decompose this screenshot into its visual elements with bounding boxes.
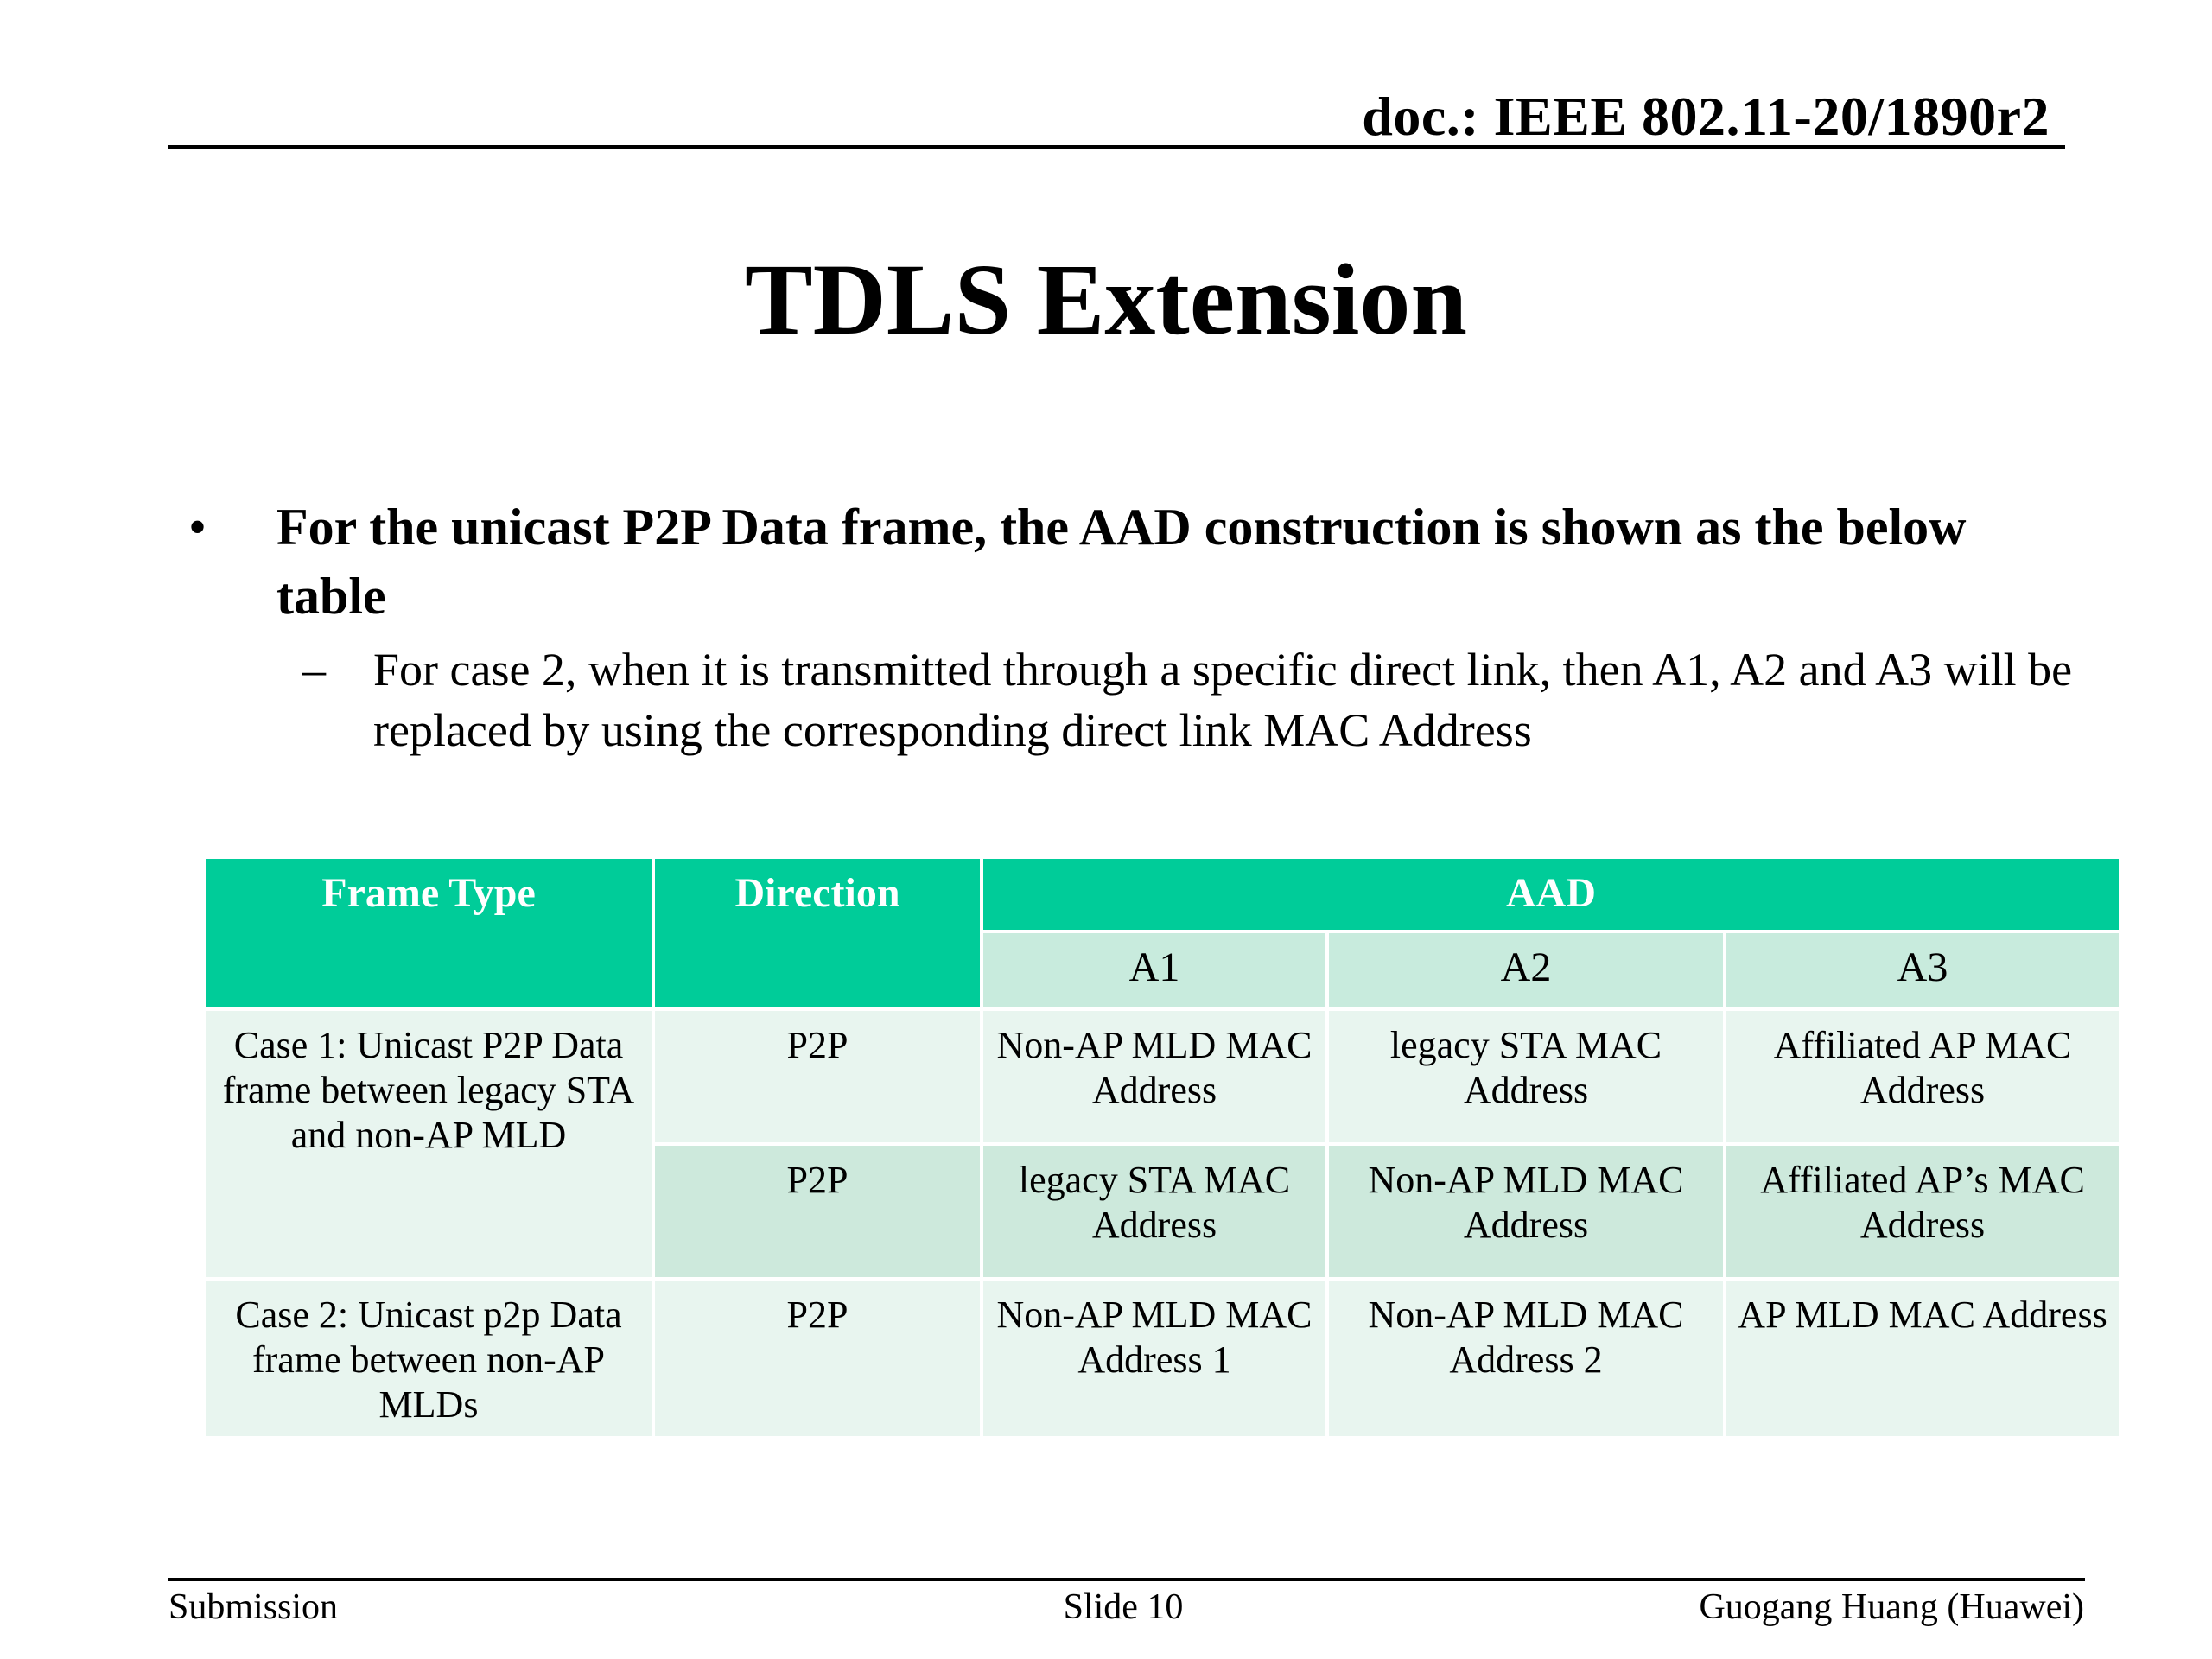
- header-a2: A2: [1325, 929, 1726, 1012]
- header-aad: AAD: [979, 855, 2123, 933]
- bullet-level2: For case 2, when it is transmitted throu…: [373, 644, 2073, 756]
- row-a3: Affiliated AP MAC Address: [1722, 1007, 2123, 1146]
- document-id: doc.: IEEE 802.11-20/1890r2: [1362, 86, 2050, 147]
- row-a2: Non-AP MLD MAC Address 2: [1325, 1277, 1726, 1440]
- bullet-dot: •: [188, 499, 207, 556]
- footer-author: Guogang Huang (Huawei): [1699, 1587, 2084, 1627]
- row-frame-type: Case 2: Unicast p2p Data frame between n…: [202, 1277, 655, 1440]
- header-a3: A3: [1722, 929, 2123, 1012]
- header-rule: [168, 145, 2065, 149]
- row-a3: Affiliated AP’s MAC Address: [1722, 1142, 2123, 1281]
- header-frame-type: Frame Type: [202, 855, 655, 1011]
- row-frame-type: Case 1: Unicast P2P Data frame between l…: [202, 1007, 655, 1281]
- row-a2: Non-AP MLD MAC Address: [1325, 1142, 1726, 1281]
- bullet-level1: For the unicast P2P Data frame, the AAD …: [276, 499, 1967, 625]
- header-a1: A1: [980, 929, 1329, 1012]
- row-direction: P2P: [652, 1007, 983, 1146]
- row-a1: legacy STA MAC Address: [980, 1142, 1329, 1281]
- row-a1: Non-AP MLD MAC Address 1: [980, 1277, 1329, 1440]
- footer-rule: [168, 1578, 2085, 1581]
- row-direction: P2P: [652, 1277, 983, 1440]
- table-row: Case 1: Unicast P2P Data frame between l…: [202, 1007, 2123, 1281]
- slide-title: TDLS Extension: [744, 243, 1468, 356]
- footer-submission: Submission: [168, 1587, 339, 1627]
- row-a1: Non-AP MLD MAC Address: [980, 1007, 1329, 1146]
- header-direction: Direction: [652, 855, 983, 1011]
- footer-slide-number: Slide 10: [1063, 1587, 1184, 1627]
- table-row: Case 2: Unicast p2p Data frame between n…: [202, 1277, 2123, 1440]
- table-row: P2P legacy STA MAC Address Non-AP MLD MA…: [204, 1142, 2123, 1281]
- row-direction: P2P: [652, 1142, 983, 1281]
- bullet-dash: –: [302, 644, 326, 696]
- aad-table: Frame Type Direction AAD A1 A2 A3 Case 1…: [202, 855, 2123, 1440]
- row-a3: AP MLD MAC Address: [1722, 1277, 2123, 1440]
- row-a2: legacy STA MAC Address: [1325, 1007, 1726, 1146]
